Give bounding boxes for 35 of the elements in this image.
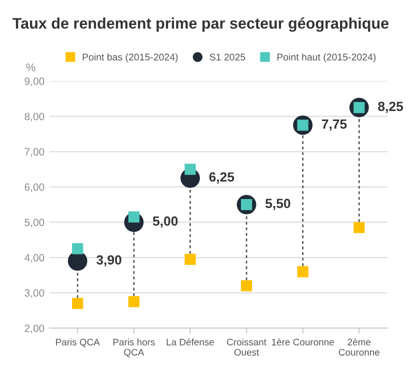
y-tick-label: 8,00 [24, 112, 44, 122]
point [72, 298, 84, 309]
point [297, 266, 308, 278]
data-label: 3,90 [96, 255, 122, 266]
x-tick-label: 1ère Couronne [272, 338, 334, 346]
y-tick-label: 5,00 [24, 218, 44, 228]
legend-label: Point bas (2015-2024) [82, 53, 178, 62]
data-label: 7,75 [322, 120, 347, 131]
y-tick-label: 4,00 [24, 254, 44, 263]
y-tick-label: 9,00 [24, 78, 44, 86]
x-tick-label: Paris QCA [56, 338, 100, 348]
y-tick-label: 3,00 [24, 289, 44, 298]
chart-title: Taux de rendement prime par secteur géographique [12, 17, 389, 32]
data-label: 8,25 [378, 102, 404, 113]
point [184, 164, 196, 175]
y-axis-title: % [26, 63, 36, 72]
point [128, 296, 140, 308]
legend-label: Point haut (2015-2024) [277, 53, 376, 62]
data-label: 5,50 [266, 198, 290, 210]
point [128, 211, 140, 222]
y-tick-label: 6,00 [24, 183, 44, 192]
data-label: 5,00 [152, 216, 178, 228]
point [354, 222, 365, 234]
point [184, 254, 196, 265]
x-tick-label: 2ème Couronne [338, 338, 380, 356]
data-label: 6,25 [209, 172, 234, 184]
x-tick-label: Croissant Ouest [227, 338, 266, 356]
y-tick-label: 2,00 [24, 324, 44, 334]
point [68, 251, 88, 271]
x-tick-label: La Défense [166, 338, 214, 346]
point [72, 243, 84, 254]
legend-label: S1 2025 [210, 54, 246, 61]
point [240, 280, 252, 292]
x-tick-label: Paris hors QCA [113, 338, 155, 358]
y-tick-label: 7,00 [24, 148, 44, 157]
